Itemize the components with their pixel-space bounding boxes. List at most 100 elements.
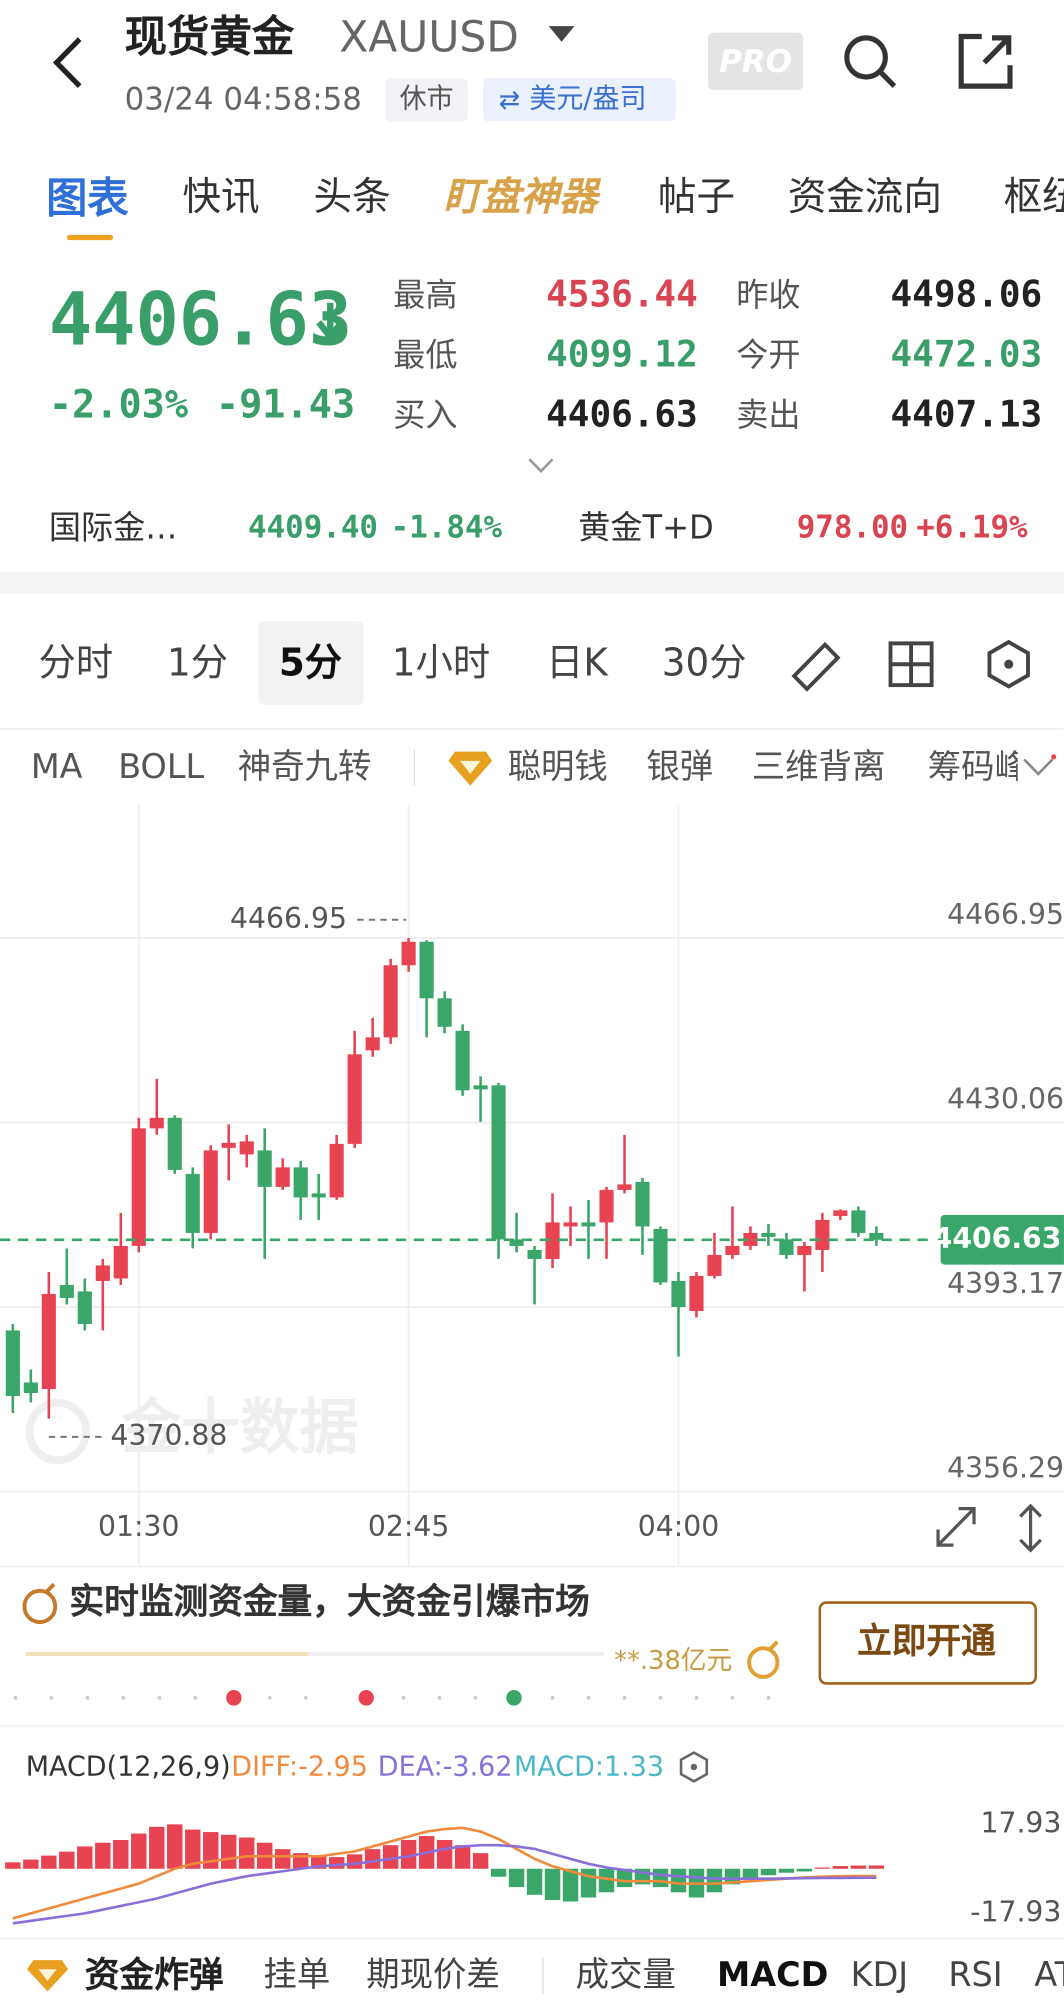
candle-body: [221, 1142, 236, 1148]
candle-body: [851, 1210, 866, 1233]
macd-bar: [167, 1824, 183, 1869]
macd-bar: [274, 1849, 291, 1869]
candle-body: [113, 1245, 128, 1279]
related-name[interactable]: 国际金…: [48, 508, 178, 547]
macd-bar: [526, 1868, 543, 1895]
share-icon[interactable]: [956, 31, 1015, 91]
separator: [0, 1937, 1064, 1940]
settings-icon[interactable]: [984, 639, 1033, 689]
settings-icon[interactable]: [678, 1751, 709, 1783]
bottom-tab[interactable]: MACD: [717, 1956, 829, 1996]
tab[interactable]: 帖子: [657, 174, 736, 221]
bottom-tab[interactable]: 资金炸弹: [84, 1955, 224, 1996]
macd-bar: [5, 1862, 21, 1869]
y-tick-label: 4430.06: [947, 1082, 1064, 1115]
tab[interactable]: 枢纽: [1003, 174, 1064, 221]
macd-bar: [346, 1854, 363, 1869]
macd-bar: [328, 1857, 345, 1869]
tab[interactable]: 图表: [46, 173, 129, 224]
change: -91.43: [215, 382, 356, 429]
bottom-tab[interactable]: RSI: [948, 1956, 1003, 1996]
candlestick-chart: 金十数据 4466.95 4430.06 4393.17 4356.29 01:30 02:…: [0, 805, 1064, 1566]
macd-bar: [850, 1865, 867, 1869]
candle-body: [203, 1150, 218, 1233]
period[interactable]: 5分: [278, 640, 343, 685]
indicator[interactable]: MA: [30, 747, 83, 787]
banner-amount: **.38亿元: [614, 1644, 733, 1676]
bottom-tab[interactable]: 挂单: [263, 1956, 331, 1996]
candle-body: [239, 1141, 254, 1155]
tab[interactable]: 头条: [313, 174, 391, 221]
indicator[interactable]: 三维背离: [751, 747, 886, 787]
candle-body: [59, 1284, 74, 1298]
macd-bar: [59, 1851, 75, 1869]
progress-track: [25, 1652, 604, 1657]
stat-label: 卖出: [736, 396, 801, 434]
button-label: 立即开通: [857, 1621, 996, 1662]
indicator[interactable]: BOLL: [118, 747, 205, 787]
candle-body: [635, 1181, 650, 1227]
macd-bar: [95, 1842, 111, 1869]
x-tick-label: 01:30: [98, 1510, 179, 1543]
bottom-tab[interactable]: 期现价差: [366, 1956, 500, 1996]
macd-bar: [41, 1855, 57, 1869]
more-chevron[interactable]: [1020, 754, 1057, 780]
bottom-tab[interactable]: 成交量: [575, 1956, 676, 1996]
watermark: 金十数据: [121, 1393, 358, 1463]
period[interactable]: 1小时: [391, 640, 491, 685]
macd-bar: [131, 1833, 147, 1869]
diamond-icon: [448, 751, 493, 786]
period[interactable]: 30分: [661, 640, 747, 685]
bottom-tab[interactable]: ATR: [1034, 1956, 1064, 1996]
indicator[interactable]: 神奇九转: [237, 747, 372, 787]
candle-body: [491, 1085, 506, 1240]
bottom-tab[interactable]: KDJ: [850, 1956, 909, 1996]
currency: 美元/盎司: [529, 82, 647, 115]
tab[interactable]: 资金流向: [787, 174, 942, 221]
candle-body: [545, 1222, 560, 1259]
down-arrow: [316, 302, 345, 342]
tab[interactable]: 盯盘神器: [443, 174, 598, 221]
macd-bar: [364, 1849, 381, 1869]
layout-icon[interactable]: [888, 641, 934, 688]
macd-bar: [706, 1868, 723, 1893]
bomb-icon: [22, 1582, 58, 1625]
indicator[interactable]: 筹码峰: [927, 750, 1018, 785]
divider: [542, 1957, 544, 1995]
candle-body: [293, 1167, 308, 1198]
candle-body: [5, 1330, 20, 1397]
related-price: 4409.40: [248, 508, 378, 546]
candle-body: [473, 1085, 488, 1090]
draw-icon[interactable]: [789, 637, 843, 692]
candle-body: [725, 1245, 740, 1255]
banner-text: 实时监测资金量，大资金引爆市场: [69, 1582, 590, 1623]
candle-body: [869, 1232, 884, 1240]
expand-chevron[interactable]: [527, 457, 555, 475]
period[interactable]: 1分: [167, 640, 229, 685]
status: 休市: [399, 82, 454, 115]
search-icon[interactable]: [840, 31, 899, 91]
dropdown-icon[interactable]: [547, 23, 575, 44]
macd-bar: [562, 1868, 579, 1902]
tab-indicator: [66, 234, 114, 241]
related-name[interactable]: 黄金T+D: [578, 508, 714, 547]
period[interactable]: 日K: [546, 640, 608, 685]
indicator[interactable]: 银弹: [646, 747, 714, 787]
scale-icon[interactable]: [1015, 1501, 1046, 1556]
candle-body: [509, 1239, 524, 1246]
candle-body: [815, 1219, 830, 1250]
pro-badge-bg[interactable]: [708, 32, 804, 91]
candle-body: [401, 941, 416, 966]
candle-body: [563, 1222, 578, 1227]
fullscreen-icon[interactable]: [933, 1503, 979, 1550]
period[interactable]: 分时: [38, 640, 114, 685]
candle-body: [77, 1291, 92, 1324]
candle-body: [761, 1232, 776, 1237]
tab[interactable]: 快讯: [182, 174, 260, 221]
currency-pill[interactable]: [483, 78, 676, 122]
activate-button[interactable]: [818, 1601, 1037, 1685]
indicator[interactable]: 聪明钱: [507, 747, 608, 787]
candle-body: [455, 1030, 470, 1091]
macd-bar: [598, 1868, 615, 1893]
back-icon[interactable]: [46, 34, 92, 91]
